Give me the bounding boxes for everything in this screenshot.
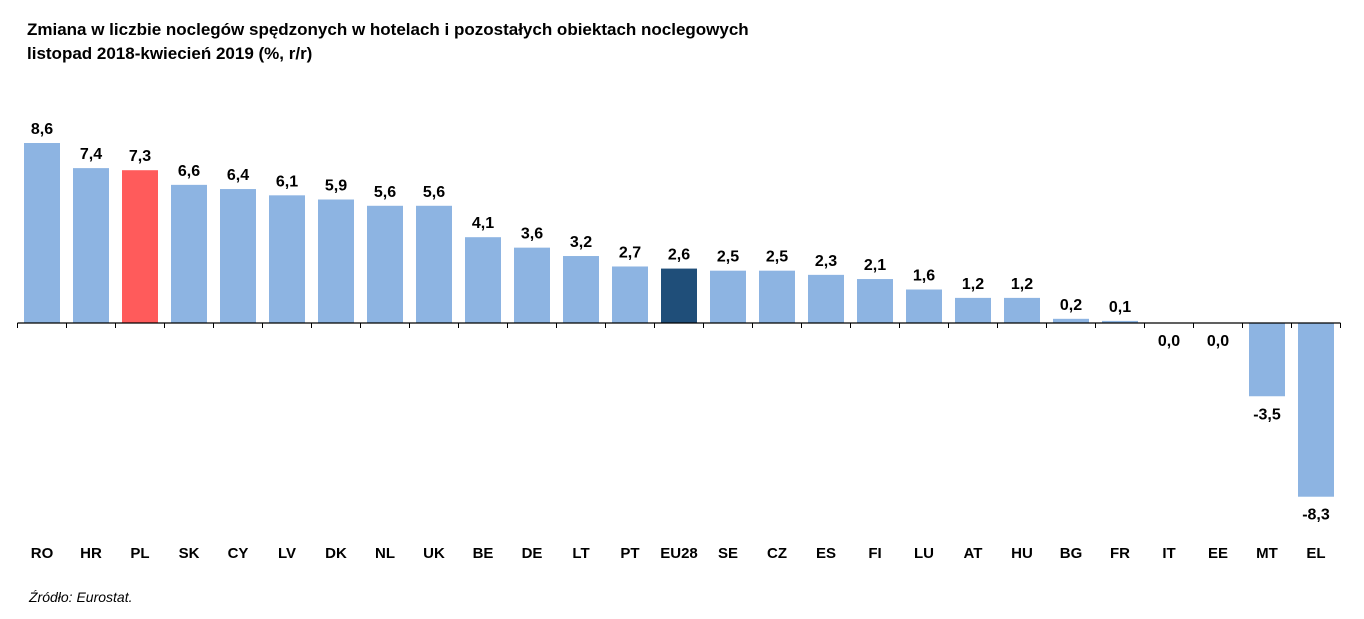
bar-cz	[759, 270, 795, 323]
data-label-fr: 0,1	[1109, 299, 1131, 316]
bar-lt	[563, 256, 599, 323]
data-label-bg: 0,2	[1060, 297, 1082, 314]
data-label-pl: 7,3	[129, 148, 151, 165]
source-note: Źródło: Eurostat.	[29, 589, 133, 605]
data-label-hu: 1,2	[1011, 276, 1033, 293]
data-label-uk: 5,6	[423, 184, 445, 201]
bar-de	[514, 247, 550, 323]
data-label-be: 4,1	[472, 215, 494, 232]
category-label-hu: HU	[1011, 545, 1033, 562]
data-label-fi: 2,1	[864, 257, 886, 274]
bar-sk	[171, 184, 207, 323]
category-label-nl: NL	[375, 545, 395, 562]
data-label-cy: 6,4	[227, 167, 249, 184]
bar-at	[955, 297, 991, 323]
chart-subtitle: listopad 2018-kwiecień 2019 (%, r/r)	[27, 44, 313, 63]
category-label-de: DE	[522, 545, 543, 562]
bar-uk	[416, 205, 452, 323]
bar-hu	[1004, 297, 1040, 323]
data-label-mt: -3,5	[1253, 406, 1281, 423]
category-label-pt: PT	[620, 545, 639, 562]
category-label-mt: MT	[1256, 545, 1278, 562]
bar-es	[808, 274, 844, 323]
category-label-ro: RO	[31, 545, 54, 562]
data-label-es: 2,3	[815, 253, 837, 270]
data-label-nl: 5,6	[374, 184, 396, 201]
category-label-cz: CZ	[767, 545, 787, 562]
bar-mt	[1249, 323, 1285, 397]
data-label-dk: 5,9	[325, 178, 347, 195]
category-label-se: SE	[718, 545, 738, 562]
data-label-at: 1,2	[962, 276, 984, 293]
category-label-lv: LV	[278, 545, 296, 562]
category-label-be: BE	[473, 545, 494, 562]
category-label-bg: BG	[1060, 545, 1083, 562]
category-label-hr: HR	[80, 545, 102, 562]
data-label-lt: 3,2	[570, 234, 592, 251]
data-label-ee: 0,0	[1207, 333, 1229, 350]
bar-lu	[906, 289, 942, 323]
bar-se	[710, 270, 746, 323]
bar-eu28	[661, 268, 697, 323]
category-label-lu: LU	[914, 545, 934, 562]
data-label-lu: 1,6	[913, 268, 935, 285]
category-label-pl: PL	[130, 545, 149, 562]
category-label-ee: EE	[1208, 545, 1228, 562]
bar-pl	[122, 170, 158, 323]
category-label-dk: DK	[325, 545, 347, 562]
data-label-hr: 7,4	[80, 146, 102, 163]
data-label-el: -8,3	[1302, 507, 1330, 524]
data-label-de: 3,6	[521, 226, 543, 243]
bar-fi	[857, 279, 893, 323]
bar-el	[1298, 323, 1334, 497]
category-label-it: IT	[1162, 545, 1175, 562]
data-label-se: 2,5	[717, 249, 739, 266]
data-label-pt: 2,7	[619, 244, 641, 261]
category-label-el: EL	[1306, 545, 1325, 562]
bar-fr	[1102, 320, 1138, 323]
category-label-cy: CY	[228, 545, 249, 562]
data-label-ro: 8,6	[31, 121, 53, 138]
data-label-eu28: 2,6	[668, 247, 690, 264]
bar-nl	[367, 205, 403, 323]
chart-title-line: Zmiana w liczbie noclegów spędzonych w h…	[27, 20, 749, 39]
bar-lv	[269, 195, 305, 323]
data-label-lv: 6,1	[276, 173, 298, 190]
bar-hr	[73, 168, 109, 323]
bar-cy	[220, 189, 256, 323]
bar-dk	[318, 199, 354, 323]
bar-ro	[24, 143, 60, 323]
data-label-sk: 6,6	[178, 163, 200, 180]
category-label-uk: UK	[423, 545, 445, 562]
category-label-fr: FR	[1110, 545, 1130, 562]
category-label-at: AT	[964, 545, 983, 562]
category-label-sk: SK	[179, 545, 200, 562]
category-label-lt: LT	[572, 545, 589, 562]
category-label-es: ES	[816, 545, 836, 562]
bar-be	[465, 237, 501, 323]
bar-pt	[612, 266, 648, 323]
bar-bg	[1053, 318, 1089, 323]
data-label-cz: 2,5	[766, 249, 788, 266]
category-label-fi: FI	[868, 545, 881, 562]
chart-title: Zmiana w liczbie noclegów spędzonych w h…	[27, 18, 749, 66]
data-label-it: 0,0	[1158, 333, 1180, 350]
category-label-eu28: EU28	[660, 545, 698, 562]
